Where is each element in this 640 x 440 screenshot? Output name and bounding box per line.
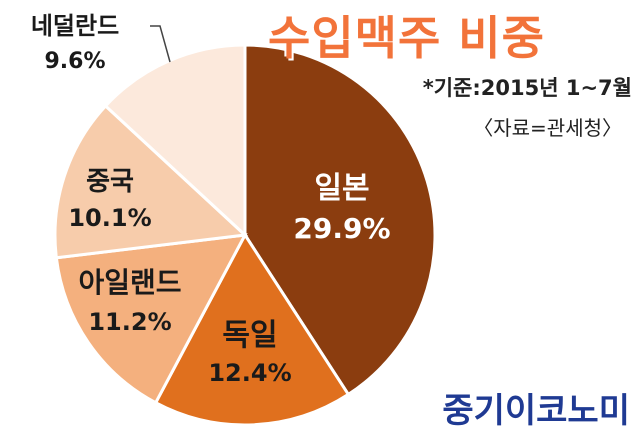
slice-value-label: 10.1% — [68, 204, 151, 232]
slice-name-label: 독일 — [222, 318, 277, 353]
pie-slice-2 — [153, 232, 351, 427]
chart-title: 수입맥주 비중 — [268, 11, 545, 65]
slice-value-label: 11.2% — [88, 308, 171, 336]
pie-slice-3 — [54, 233, 248, 405]
source-note: 〈자료=관세청〉 — [473, 116, 622, 140]
slice-value-label: 12.4% — [208, 359, 291, 387]
slice-name-label: 일본 — [314, 171, 369, 206]
leader-line — [150, 25, 171, 63]
slice-value-label: 9.6% — [44, 49, 105, 74]
slice-name-label: 아일랜드 — [78, 266, 181, 299]
slice-value-label: 29.9% — [293, 212, 390, 245]
pie-slice-5 — [103, 43, 247, 239]
pie-slice-4 — [53, 103, 249, 260]
brand-logo-text: 중기이코노미 — [442, 391, 630, 431]
slice-name-label: 네덜란드 — [31, 12, 119, 40]
slice-name-label: 중국 — [86, 167, 134, 197]
pie-labels: 일본 29.9% 독일 12.4% 아일랜드 11.2% 중국 10.1% 네덜란드 9.6% — [31, 12, 391, 387]
date-basis-note: *기준:2015년 1~7월 — [420, 72, 634, 102]
pie-slices — [53, 43, 437, 427]
